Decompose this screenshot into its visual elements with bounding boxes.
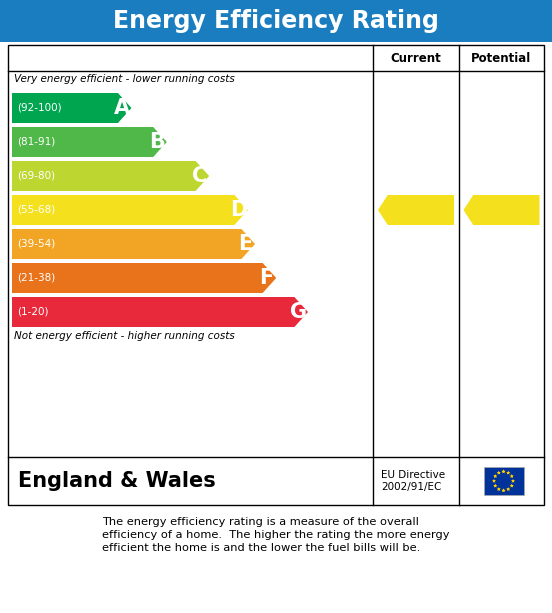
Polygon shape	[501, 470, 506, 473]
Polygon shape	[12, 297, 308, 327]
Text: 2002/91/EC: 2002/91/EC	[381, 482, 442, 492]
Polygon shape	[378, 195, 454, 225]
Bar	[484, 467, 523, 495]
Polygon shape	[509, 484, 514, 487]
Text: G: G	[290, 302, 307, 322]
Text: (1-20): (1-20)	[17, 307, 49, 317]
Polygon shape	[12, 93, 131, 123]
Polygon shape	[12, 195, 248, 225]
Text: Current: Current	[391, 51, 442, 64]
Polygon shape	[506, 471, 511, 474]
Text: (81-91): (81-91)	[17, 137, 55, 147]
Text: England & Wales: England & Wales	[18, 471, 216, 491]
Bar	[0, 0, 552, 42]
Text: (55-68): (55-68)	[17, 205, 55, 215]
Bar	[8, 45, 544, 505]
Text: (21-38): (21-38)	[17, 273, 55, 283]
Polygon shape	[511, 479, 515, 483]
Polygon shape	[12, 229, 255, 259]
Text: B: B	[150, 132, 165, 152]
Text: EU Directive: EU Directive	[381, 470, 445, 480]
Text: (39-54): (39-54)	[17, 239, 55, 249]
Polygon shape	[497, 487, 501, 491]
Text: Potential: Potential	[471, 51, 532, 64]
Text: (69-80): (69-80)	[17, 171, 55, 181]
Polygon shape	[464, 195, 539, 225]
Text: F: F	[259, 268, 274, 288]
Text: (92-100): (92-100)	[17, 103, 62, 113]
Polygon shape	[12, 127, 167, 157]
Text: E: E	[238, 234, 253, 254]
Polygon shape	[12, 161, 209, 191]
Text: 64: 64	[404, 198, 437, 222]
Text: The energy efficiency rating is a measure of the overall
efficiency of a home.  : The energy efficiency rating is a measur…	[102, 517, 450, 554]
Text: A: A	[114, 98, 130, 118]
Text: C: C	[192, 166, 207, 186]
Polygon shape	[501, 489, 506, 492]
Text: 64: 64	[489, 198, 522, 222]
Text: Very energy efficient - lower running costs: Very energy efficient - lower running co…	[14, 74, 235, 84]
Polygon shape	[497, 471, 501, 474]
Polygon shape	[506, 487, 511, 491]
Text: Energy Efficiency Rating: Energy Efficiency Rating	[113, 9, 439, 33]
Polygon shape	[492, 479, 496, 483]
Text: Not energy efficient - higher running costs: Not energy efficient - higher running co…	[14, 331, 235, 341]
Polygon shape	[12, 263, 276, 293]
Polygon shape	[509, 474, 514, 478]
Polygon shape	[493, 474, 497, 478]
Text: D: D	[230, 200, 247, 220]
Polygon shape	[493, 484, 497, 487]
